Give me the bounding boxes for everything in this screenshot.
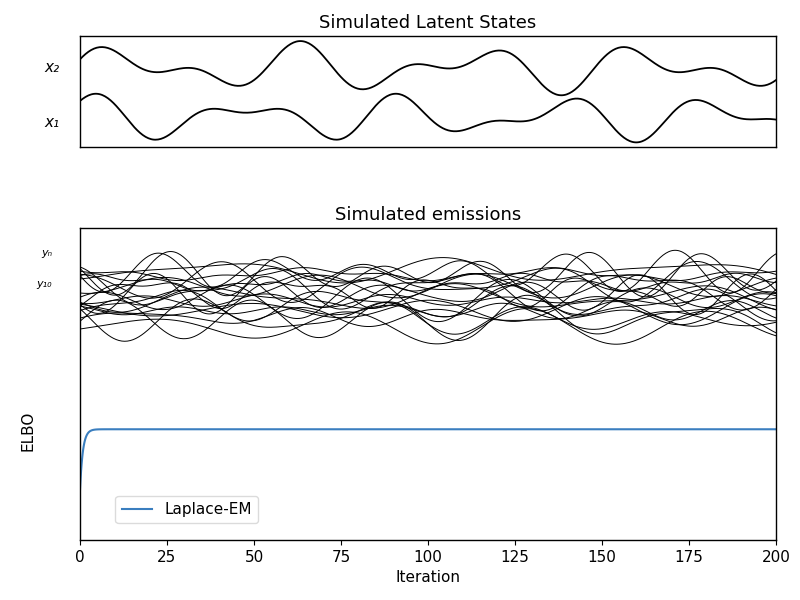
Laplace-EM [115, 425, 125, 433]
Laplace-EM [114, 425, 124, 433]
Laplace-EM [90, 426, 99, 433]
Line: Laplace-EM: Laplace-EM [80, 429, 776, 490]
Laplace-EM [771, 425, 781, 433]
Legend: Laplace-EM: Laplace-EM [115, 496, 258, 523]
Text: ELBO: ELBO [20, 410, 35, 451]
Title: Simulated emissions: Simulated emissions [335, 206, 521, 224]
Text: yₙ: yₙ [41, 248, 52, 258]
Text: y₁₀: y₁₀ [37, 279, 52, 289]
Title: Simulated Latent States: Simulated Latent States [319, 14, 537, 32]
Laplace-EM [117, 425, 126, 433]
Text: x₁: x₁ [44, 115, 59, 130]
Text: x₂: x₂ [44, 60, 59, 75]
Laplace-EM [82, 433, 91, 440]
X-axis label: Iteration: Iteration [395, 570, 461, 585]
Laplace-EM [108, 425, 118, 433]
Laplace-EM [553, 425, 562, 433]
Laplace-EM [75, 486, 85, 493]
